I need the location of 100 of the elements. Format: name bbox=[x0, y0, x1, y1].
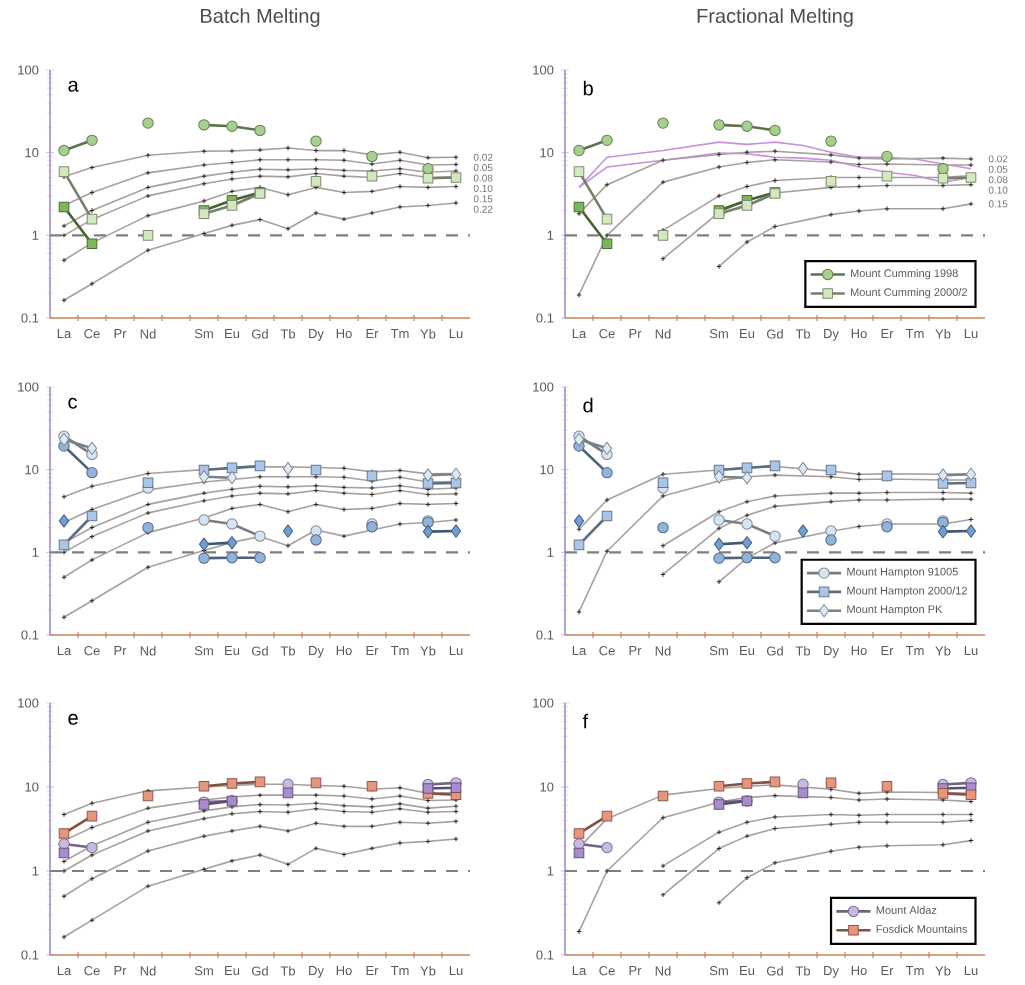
annotation: a bbox=[68, 80, 79, 92]
x-tick-label: Tb bbox=[280, 646, 296, 656]
x-tick-label: Tb bbox=[280, 966, 296, 976]
y-tick-label: 0.1 bbox=[536, 950, 554, 960]
text: 0.10 bbox=[988, 186, 1008, 194]
x-tick-label: Ho bbox=[851, 646, 867, 656]
y-tick-label: 0.1 bbox=[21, 630, 39, 640]
x-tick-label: Er bbox=[366, 646, 379, 655]
y-tick-label: 100 bbox=[18, 65, 39, 75]
x-tick-label: Gd bbox=[766, 646, 783, 656]
x-tick-label: Dy bbox=[824, 329, 839, 341]
x-tick-label: Tm bbox=[905, 329, 924, 338]
x-tick-label: Sm bbox=[194, 966, 213, 976]
y-tick-label: 1 bbox=[32, 866, 39, 876]
y-tick-label: 10 bbox=[540, 148, 554, 158]
x-tick-label: Ce bbox=[599, 646, 615, 656]
x-tick-label: Gd bbox=[251, 329, 268, 339]
x-tick-label: Yb bbox=[420, 966, 436, 976]
text: 0.10 bbox=[473, 184, 493, 192]
y-tick-label: 10 bbox=[540, 465, 554, 475]
x-tick-label: Nd bbox=[655, 329, 671, 339]
x-tick-label: Pr bbox=[114, 646, 127, 655]
x-tick-label: Lu bbox=[449, 646, 463, 656]
legend-label: Mount Aldaz bbox=[876, 905, 937, 914]
x-tick-label: Gd bbox=[251, 966, 268, 976]
x-tick-label: La bbox=[572, 966, 587, 976]
x-tick-label: Yb bbox=[420, 329, 436, 339]
x-tick-label: Tm bbox=[905, 646, 924, 655]
y-tick-label: 10 bbox=[540, 782, 554, 792]
annotation: c bbox=[68, 397, 78, 409]
x-tick-label: Sm bbox=[709, 966, 728, 976]
x-tick-label: Tb bbox=[795, 966, 811, 976]
x-tick-label: Lu bbox=[964, 646, 978, 656]
x-tick-label: La bbox=[572, 646, 587, 656]
text: 0.15 bbox=[473, 195, 493, 203]
x-tick-label: Eu bbox=[740, 646, 755, 656]
y-tick-label: 100 bbox=[533, 698, 554, 708]
x-tick-label: Dy bbox=[309, 966, 324, 978]
x-tick-label: Ce bbox=[84, 966, 100, 976]
x-tick-label: Pr bbox=[629, 646, 642, 655]
chart-title: Batch Melting bbox=[201, 8, 320, 27]
x-tick-label: La bbox=[572, 329, 587, 339]
x-tick-label: Ce bbox=[599, 329, 615, 339]
y-tick-label: 1 bbox=[547, 547, 554, 557]
x-tick-label: Pr bbox=[629, 966, 642, 975]
x-tick-label: La bbox=[57, 966, 72, 976]
x-tick-label: Pr bbox=[629, 329, 642, 338]
x-tick-label: Ho bbox=[851, 966, 867, 976]
x-tick-label: Lu bbox=[449, 966, 463, 976]
x-tick-label: Dy bbox=[309, 329, 324, 341]
x-tick-label: Tb bbox=[795, 646, 811, 656]
y-tick-label: 1 bbox=[547, 866, 554, 876]
x-tick-label: Ho bbox=[851, 329, 867, 339]
x-tick-label: Eu bbox=[225, 329, 240, 339]
x-tick-label: Eu bbox=[225, 966, 240, 976]
x-tick-label: Yb bbox=[935, 329, 951, 339]
x-tick-label: Tm bbox=[390, 646, 409, 655]
x-tick-label: Yb bbox=[420, 646, 436, 656]
x-tick-label: Lu bbox=[964, 966, 978, 976]
x-tick-label: Nd bbox=[140, 966, 156, 976]
y-tick-label: 10 bbox=[25, 782, 39, 792]
text: 0.15 bbox=[988, 200, 1008, 208]
y-tick-label: 1 bbox=[32, 547, 39, 557]
x-tick-label: Tb bbox=[795, 329, 811, 339]
text: 0.02 bbox=[473, 153, 493, 161]
x-tick-label: Sm bbox=[194, 646, 213, 656]
x-tick-label: Sm bbox=[709, 646, 728, 656]
y-tick-label: 1 bbox=[32, 230, 39, 240]
text: 0.08 bbox=[473, 174, 493, 182]
x-tick-label: Gd bbox=[766, 329, 783, 339]
x-tick-label: Nd bbox=[655, 966, 671, 976]
x-tick-label: Tm bbox=[390, 329, 409, 338]
annotation: b bbox=[583, 80, 593, 96]
x-tick-label: Eu bbox=[740, 329, 755, 339]
x-tick-label: La bbox=[57, 329, 72, 339]
x-tick-label: Er bbox=[366, 966, 379, 975]
x-tick-label: Nd bbox=[140, 646, 156, 656]
text: 0.05 bbox=[473, 164, 493, 172]
x-tick-label: Ho bbox=[336, 646, 352, 656]
legend-label: Fosdick Mountains bbox=[876, 924, 968, 933]
x-tick-label: Pr bbox=[114, 966, 127, 975]
x-tick-label: Dy bbox=[309, 646, 324, 658]
y-tick-label: 0.1 bbox=[536, 313, 554, 323]
text: 0.02 bbox=[988, 155, 1008, 163]
x-tick-label: Ho bbox=[336, 966, 352, 976]
legend-label: Mount Hampton 2000/12 bbox=[847, 586, 967, 597]
x-tick-label: Tm bbox=[390, 966, 409, 975]
y-tick-label: 0.1 bbox=[536, 630, 554, 640]
y-tick-label: 10 bbox=[25, 465, 39, 475]
annotation: f bbox=[582, 713, 589, 729]
x-tick-label: Tm bbox=[905, 966, 924, 975]
y-tick-label: 100 bbox=[533, 65, 554, 75]
legend-label: Mount Cumming 1998 bbox=[851, 269, 958, 280]
chart-title: Fractional Melting bbox=[697, 8, 853, 27]
x-tick-label: Lu bbox=[964, 329, 978, 339]
x-tick-label: Yb bbox=[935, 646, 951, 656]
legend-label: Mount Cumming 2000/2 bbox=[851, 288, 967, 299]
x-tick-label: Er bbox=[881, 329, 894, 338]
x-tick-label: Sm bbox=[709, 329, 728, 339]
x-tick-label: Ce bbox=[599, 966, 615, 976]
